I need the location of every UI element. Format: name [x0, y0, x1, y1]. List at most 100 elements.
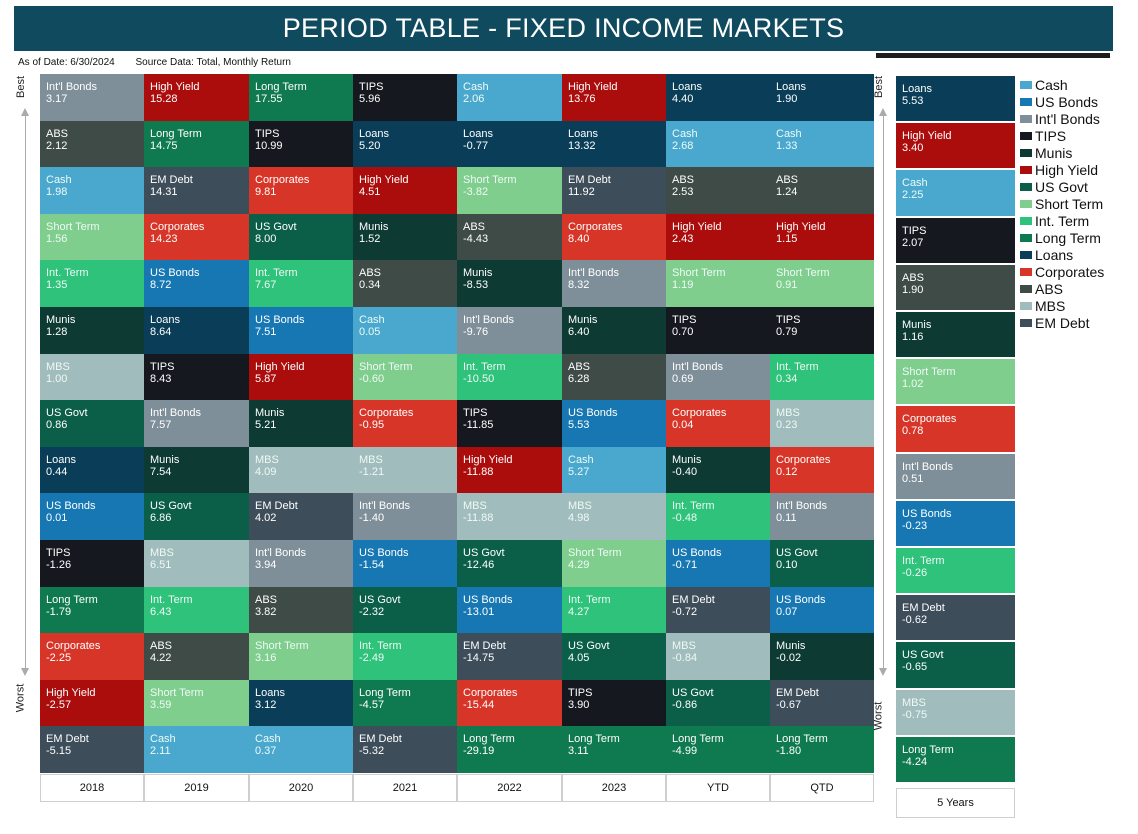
- return-value: -5.32: [359, 745, 385, 757]
- asset-name: Munis: [463, 267, 493, 279]
- rank-cell: Corporates 8.40: [562, 214, 666, 260]
- return-value: -11.85: [463, 419, 494, 431]
- rank-cell: Int. Term -0.48: [666, 493, 770, 540]
- asset-name: Corporates: [359, 407, 414, 419]
- asset-name: US Bonds: [255, 314, 305, 326]
- asset-name: ABS: [672, 174, 695, 186]
- asset-name: Loans: [255, 687, 285, 699]
- asset-name: MBS: [463, 500, 487, 512]
- legend-item: Munis: [1020, 144, 1104, 161]
- rank-cell: Cash 1.98: [40, 167, 144, 214]
- title-bar: PERIOD TABLE - FIXED INCOME MARKETS: [14, 6, 1113, 51]
- return-value: 1.56: [46, 233, 68, 245]
- legend-swatch: [1020, 165, 1032, 174]
- legend-label: Long Term: [1035, 229, 1101, 246]
- return-value: 13.32: [568, 140, 596, 152]
- asset-name: Cash: [359, 314, 385, 326]
- return-value: 1.35: [46, 279, 68, 291]
- rank-cell: TIPS 8.43: [144, 354, 249, 400]
- return-value: 8.72: [150, 279, 172, 291]
- return-value: 1.52: [359, 233, 381, 245]
- rank-cell: Cash 5.27: [562, 447, 666, 493]
- rank-cell: Munis -0.40: [666, 447, 770, 493]
- return-value: 0.51: [902, 473, 924, 485]
- asset-name: Int. Term: [359, 640, 402, 652]
- legend-swatch: [1020, 233, 1032, 242]
- rank-cell: US Bonds 8.72: [144, 260, 249, 307]
- return-value: 1.16: [902, 331, 924, 343]
- up-arrow-icon: [879, 108, 887, 116]
- rank-cell: EM Debt 11.92: [562, 167, 666, 214]
- return-value: 3.59: [150, 699, 172, 711]
- rank-cell: High Yield -11.88: [457, 447, 562, 493]
- return-value: 1.98: [46, 186, 68, 198]
- return-value: 2.43: [672, 233, 694, 245]
- return-value: 1.28: [46, 326, 68, 338]
- asset-name: US Govt: [255, 221, 297, 233]
- rank-cell: Corporates -0.95: [353, 400, 457, 447]
- legend-item: ABS: [1020, 280, 1104, 297]
- asset-name: TIPS: [672, 314, 697, 326]
- return-value: 9.81: [255, 186, 277, 198]
- return-value: 4.22: [150, 652, 172, 664]
- asset-name: EM Debt: [902, 602, 945, 614]
- asset-name: US Bonds: [46, 500, 96, 512]
- rank-cell: TIPS 0.79: [770, 307, 874, 354]
- legend-label: Loans: [1035, 246, 1074, 263]
- asset-name: EM Debt: [568, 174, 611, 186]
- return-value: 1.15: [776, 233, 798, 245]
- return-value: -4.99: [672, 745, 698, 757]
- return-value: 0.34: [359, 279, 381, 291]
- return-value: 0.91: [776, 279, 798, 291]
- asset-name: Cash: [46, 174, 72, 186]
- asset-name: EM Debt: [46, 733, 89, 745]
- rank-cell: Short Term 3.59: [144, 680, 249, 726]
- rank-cell: ABS 2.12: [40, 121, 144, 167]
- period-label: 2019: [144, 774, 249, 802]
- return-value: -10.50: [463, 373, 495, 385]
- rank-cell: ABS 1.90: [896, 265, 1015, 310]
- header-rule: [876, 53, 1110, 58]
- rank-cell: TIPS 5.96: [353, 74, 457, 121]
- period-label: YTD: [666, 774, 770, 802]
- return-value: 0.07: [776, 606, 798, 618]
- rank-cell: Cash 2.25: [896, 170, 1015, 216]
- rank-cell: ABS 4.22: [144, 633, 249, 680]
- rank-cell: Long Term 17.55: [249, 74, 353, 121]
- rank-cell: Loans 3.12: [249, 680, 353, 726]
- rank-cell: US Govt 6.86: [144, 493, 249, 540]
- legend-swatch: [1020, 267, 1032, 276]
- return-value: 0.69: [672, 373, 694, 385]
- rank-cell: Long Term 14.75: [144, 121, 249, 167]
- rank-cell: Int. Term -0.26: [896, 548, 1015, 593]
- asset-name: Int. Term: [568, 594, 611, 606]
- return-value: 7.67: [255, 279, 277, 291]
- rank-cell: Int. Term -10.50: [457, 354, 562, 400]
- best-label: Best: [15, 75, 28, 99]
- asset-name: High Yield: [359, 174, 409, 186]
- asset-name: Cash: [150, 733, 176, 745]
- rank-cell: MBS -0.75: [896, 690, 1015, 735]
- legend-swatch: [1020, 284, 1032, 293]
- rank-cell: TIPS 3.90: [562, 680, 666, 726]
- return-value: -14.75: [463, 652, 495, 664]
- asset-name: US Govt: [150, 500, 192, 512]
- return-value: 1.00: [46, 373, 68, 385]
- rank-cell: Long Term -4.99: [666, 726, 770, 773]
- asset-name: Cash: [902, 177, 928, 189]
- legend: Cash US Bonds Int'l Bonds TIPS Munis High Yie…: [1020, 76, 1104, 331]
- return-value: 8.43: [150, 373, 172, 385]
- asset-name: Short Term: [46, 221, 100, 233]
- legend-item: Long Term: [1020, 229, 1104, 246]
- axis-line: [25, 115, 26, 670]
- rank-cell: TIPS 2.07: [896, 218, 1015, 263]
- rank-cell: Int'l Bonds 0.11: [770, 493, 874, 540]
- down-arrow-icon: [879, 668, 887, 676]
- rank-cell: US Bonds 5.53: [562, 400, 666, 447]
- rank-cell: Int. Term 7.67: [249, 260, 353, 307]
- return-value: 5.96: [359, 93, 381, 105]
- rank-cell: MBS 6.51: [144, 540, 249, 587]
- asset-name: Long Term: [776, 733, 828, 745]
- asset-name: ABS: [150, 640, 173, 652]
- legend-label: Munis: [1035, 144, 1073, 161]
